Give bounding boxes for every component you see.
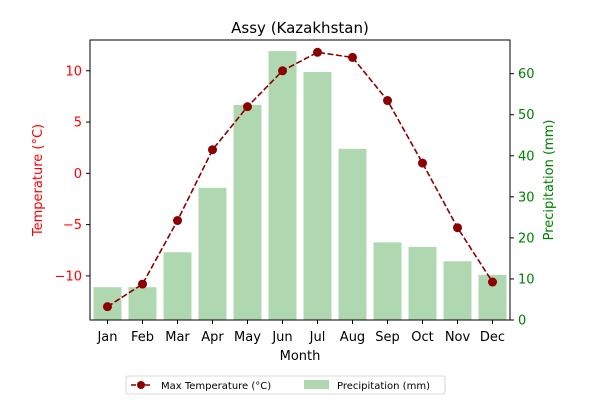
- x-tick-label-jul: Jul: [309, 330, 326, 345]
- temperature-point-jan: [103, 302, 112, 312]
- x-tick-label-mar: Mar: [165, 330, 190, 345]
- left-tick-label: −10: [55, 269, 82, 284]
- temperature-point-jul: [313, 47, 322, 57]
- plot-frame: [89, 39, 511, 321]
- x-tick-label-jun: Jun: [271, 330, 292, 345]
- left-tick-label: 10: [65, 64, 82, 79]
- right-tick-label: 50: [518, 108, 535, 123]
- x-tick-label-apr: Apr: [201, 330, 224, 345]
- temperature-point-jun: [278, 66, 287, 76]
- right-tick-label: 10: [518, 272, 535, 287]
- left-axis-label: Temperature (°C): [31, 124, 46, 237]
- x-tick-label-feb: Feb: [131, 330, 154, 345]
- chart-title: Assy (Kazakhstan): [231, 19, 369, 37]
- x-tick-label-jan: Jan: [96, 330, 117, 345]
- temperature-point-apr: [208, 145, 217, 155]
- right-tick-label: 30: [518, 190, 535, 205]
- precip-bar-sep: [373, 242, 402, 320]
- x-tick-label-oct: Oct: [411, 330, 433, 345]
- temperature-point-aug: [348, 52, 357, 62]
- legend-label-temperature: Max Temperature (°C): [161, 381, 271, 392]
- legend-label-precipitation: Precipitation (mm): [337, 381, 430, 392]
- left-tick-label: 5: [74, 116, 82, 131]
- precip-bar-mar: [163, 252, 192, 320]
- temperature-point-oct: [418, 158, 427, 168]
- precip-bar-aug: [338, 148, 367, 320]
- precipitation-bars: [93, 51, 507, 320]
- right-axis-ticks: 0 10 20 30 40 50 60: [510, 67, 535, 329]
- precip-bar-oct: [408, 246, 437, 320]
- left-tick-label: 0: [74, 167, 82, 182]
- precip-bar-jul: [303, 72, 332, 320]
- x-tick-label-aug: Aug: [340, 330, 365, 345]
- temperature-point-may: [243, 102, 252, 112]
- temperature-line: [107, 51, 494, 308]
- x-axis-ticks: Jan Feb Mar Apr May Jun Jul Aug Sep Oct Nov Dec: [96, 320, 505, 345]
- x-tick-label-sep: Sep: [375, 330, 400, 345]
- temperature-point-nov: [453, 223, 462, 233]
- temperature-point-mar: [173, 216, 182, 226]
- right-tick-label: 0: [518, 314, 526, 329]
- temperature-line-series: [103, 47, 497, 312]
- right-tick-label: 60: [518, 67, 535, 82]
- x-axis-label: Month: [280, 349, 321, 364]
- precip-bar-feb: [128, 287, 157, 320]
- legend-box: [125, 375, 446, 395]
- x-tick-label-nov: Nov: [445, 330, 471, 345]
- precip-bar-apr: [198, 187, 227, 320]
- legend: Max Temperature (°C) Precipitation (mm): [125, 375, 446, 395]
- right-tick-label: 40: [518, 149, 535, 164]
- temperature-point-feb: [138, 279, 147, 289]
- x-tick-label-may: May: [234, 330, 261, 345]
- temperature-point-dec: [488, 277, 497, 287]
- left-axis-ticks: −10 −5 0 5 10: [55, 64, 90, 284]
- right-axis-label: Precipitation (mm): [542, 120, 557, 241]
- left-tick-label: −5: [63, 218, 82, 233]
- precip-bar-nov: [443, 261, 472, 320]
- temperature-point-sep: [383, 96, 392, 106]
- precip-bar-may: [233, 104, 262, 320]
- legend-bar-swatch: [304, 380, 329, 389]
- legend-line-marker: [137, 381, 145, 389]
- right-tick-label: 20: [518, 231, 535, 246]
- precip-bar-jun: [268, 51, 297, 320]
- x-tick-label-dec: Dec: [480, 330, 505, 345]
